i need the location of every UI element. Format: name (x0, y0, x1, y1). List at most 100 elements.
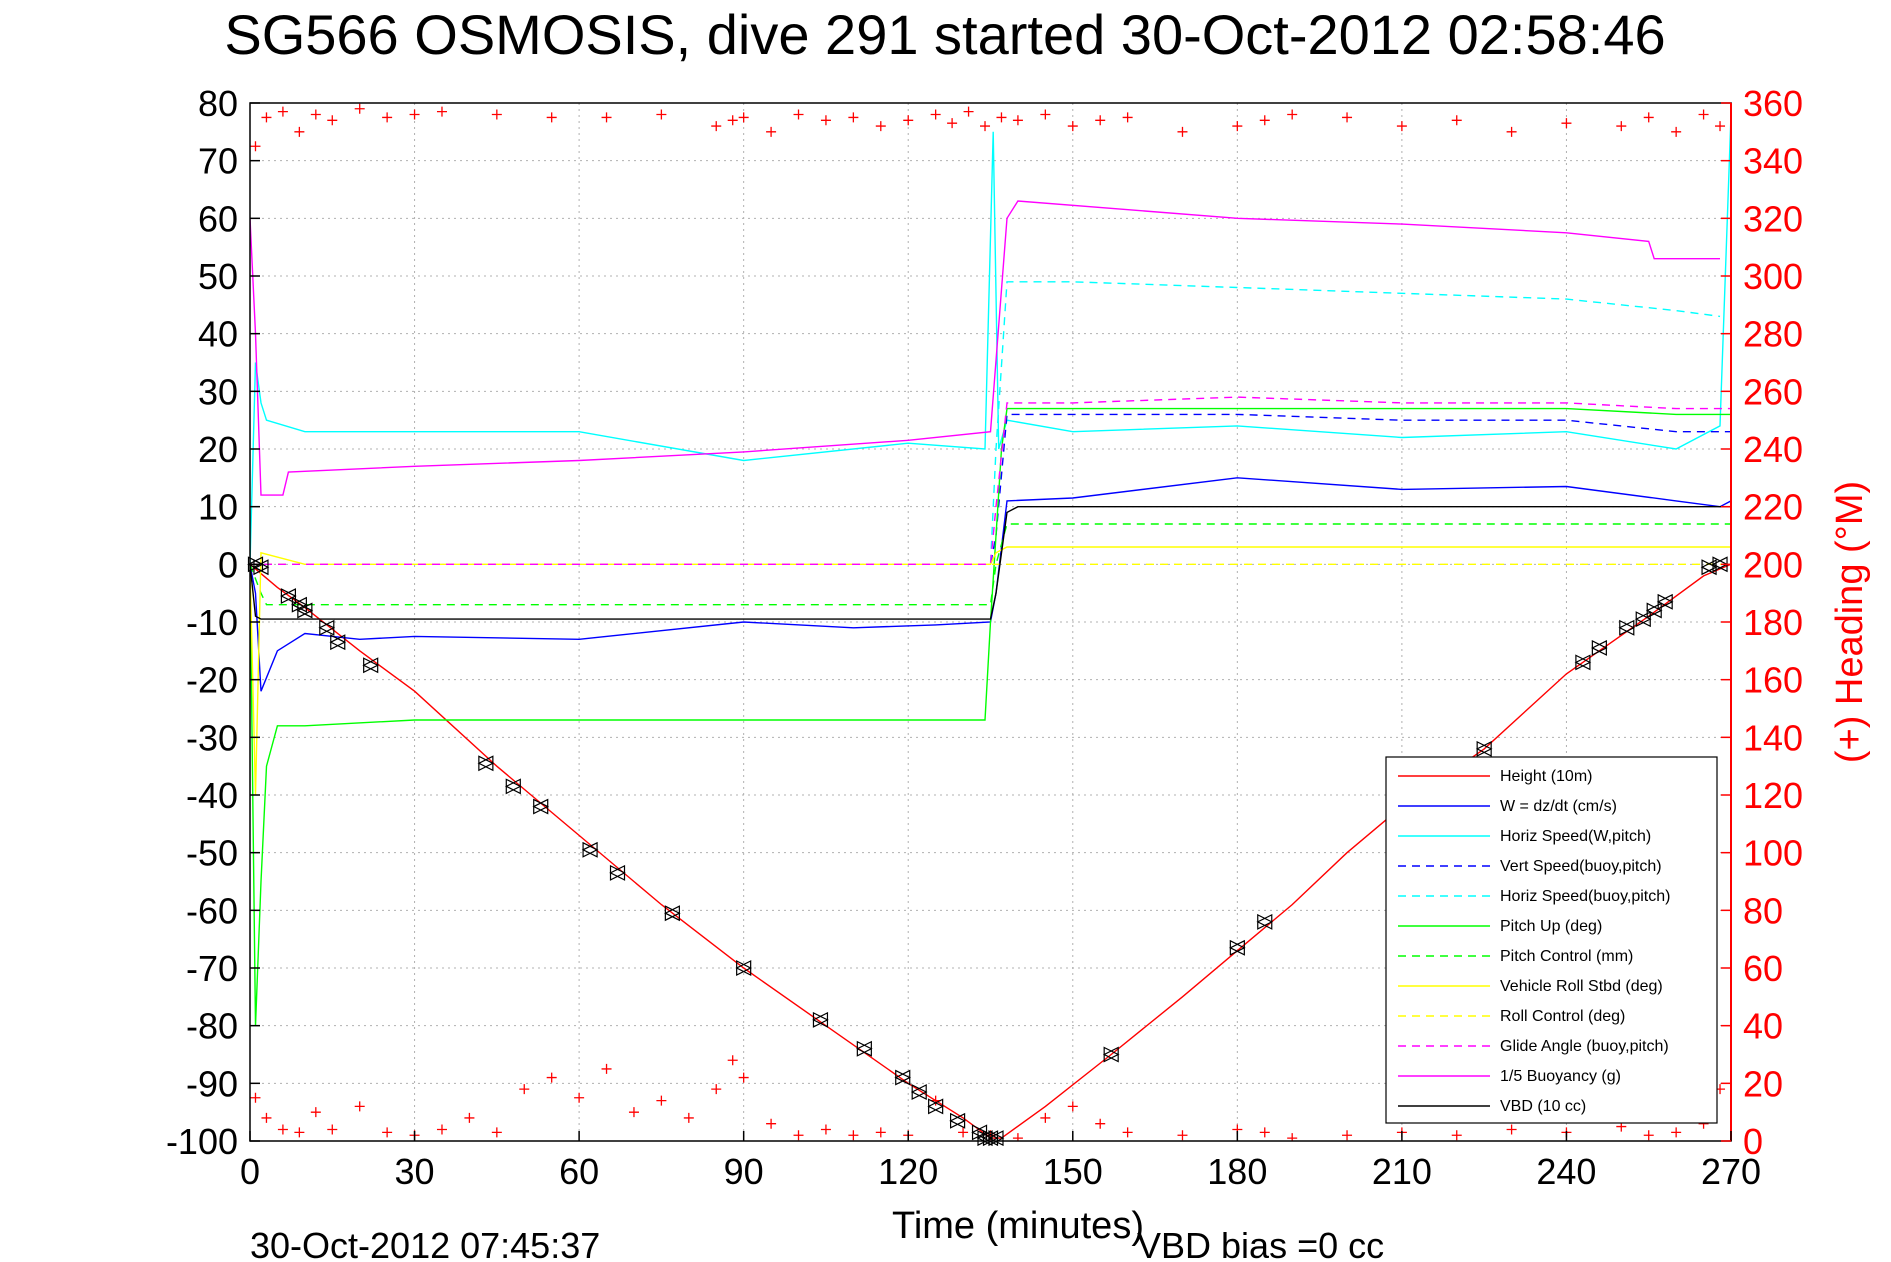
height-markers (247, 556, 1729, 1147)
height-marker (280, 588, 297, 605)
legend-label-4: Horiz Speed(buoy,pitch) (1500, 888, 1670, 905)
heading-point-high (711, 121, 722, 132)
y-right-tick-label: 180 (1743, 602, 1803, 643)
heading-point-high (820, 115, 831, 126)
height-marker (318, 619, 336, 636)
heading-point-high (875, 121, 886, 132)
y-tick-label: 10 (198, 487, 238, 528)
y-right-tick-label: 240 (1743, 429, 1803, 470)
height-marker (927, 1098, 944, 1115)
heading-point-low (1342, 1130, 1353, 1141)
heading-point-high (310, 109, 321, 120)
heading-point-low (1671, 1127, 1682, 1138)
y-tick-label: -60 (186, 890, 238, 931)
heading-point-high (1561, 118, 1572, 129)
heading-point-low (628, 1107, 639, 1118)
heading-point-low (382, 1127, 393, 1138)
height-marker (362, 657, 380, 674)
y-right-tick-label: 280 (1743, 314, 1803, 355)
x-tick-label: 180 (1207, 1151, 1267, 1192)
height-marker (1645, 602, 1663, 619)
height-marker (894, 1069, 912, 1086)
y-right-tick-label: 300 (1743, 256, 1803, 297)
height-marker (296, 602, 314, 619)
y-tick-label: -10 (186, 602, 238, 643)
height-marker (910, 1084, 928, 1100)
y-tick-label: -80 (186, 1006, 238, 1047)
heading-point-low (848, 1130, 859, 1141)
y-tick-label: 60 (198, 198, 238, 239)
heading-point-high (436, 106, 447, 117)
legend-label-8: Roll Control (deg) (1500, 1008, 1625, 1025)
height-marker (252, 559, 270, 576)
heading-point-low (491, 1127, 502, 1138)
x-tick-label: 0 (240, 1151, 260, 1192)
y-tick-label: -20 (186, 660, 238, 701)
heading-point-low (464, 1112, 475, 1123)
height-marker (812, 1011, 829, 1028)
heading-point-high (1259, 115, 1270, 126)
heading-point-high (277, 106, 288, 117)
heading-point-high (903, 115, 914, 126)
height-marker (1256, 913, 1274, 930)
heading-point-high (980, 121, 991, 132)
series-line-10 (250, 200, 1720, 496)
legend-label-5: Pitch Up (deg) (1500, 918, 1602, 935)
heading-point-low (1259, 1127, 1270, 1138)
heading-point-low (250, 1092, 261, 1103)
height-marker (855, 1040, 873, 1057)
x-axis-label: Time (minutes) (892, 1205, 1144, 1247)
heading-point-high (1715, 121, 1726, 132)
y-tick-label: 70 (198, 141, 238, 182)
heading-point-low (327, 1124, 338, 1135)
x-tick-label: 120 (878, 1151, 938, 1192)
y-right-axis-label: (+) Heading (°M) (1829, 481, 1871, 763)
height-marker (1634, 611, 1652, 628)
y-tick-label: 40 (198, 314, 238, 355)
heading-point-low (310, 1107, 321, 1118)
heading-point-high (1616, 121, 1627, 132)
y-right-tick-label: 160 (1743, 660, 1803, 701)
y-right-tick-label: 80 (1743, 890, 1783, 931)
height-marker (329, 634, 347, 651)
heading-point-low (1643, 1130, 1654, 1141)
heading-point-low (738, 1072, 749, 1083)
heading-point-low (277, 1124, 288, 1135)
heading-point-low (546, 1072, 557, 1083)
series-line-11 (250, 506, 1731, 620)
x-tick-label: 150 (1043, 1151, 1103, 1192)
heading-point-high (546, 112, 557, 123)
y-tick-label: -50 (186, 833, 238, 874)
height-marker (1102, 1046, 1120, 1063)
heading-point-low (354, 1101, 365, 1112)
legend-label-6: Pitch Control (mm) (1500, 948, 1633, 965)
y-tick-label: 0 (218, 544, 238, 585)
height-marker (1656, 593, 1674, 610)
heading-point-low (261, 1112, 272, 1123)
y-right-tick-label: 60 (1743, 948, 1783, 989)
heading-point-high (793, 109, 804, 120)
y-tick-label: 50 (198, 256, 238, 297)
y-right-tick-label: 340 (1743, 141, 1803, 182)
heading-point-high (1122, 112, 1133, 123)
axis-ticks: 0 30 60 90 120 150 180 210 240 270 80 70 60 50 40 30 20 1… (166, 83, 1803, 1192)
y-tick-label: 30 (198, 371, 238, 412)
heading-point-high (1012, 115, 1023, 126)
y-right-tick-label: 260 (1743, 371, 1803, 412)
height-marker (581, 841, 599, 858)
heading-point-low (436, 1124, 447, 1135)
heading-point-high (1177, 126, 1188, 137)
vbd-bias-footer: VBD bias =0 cc (1137, 1225, 1384, 1262)
x-tick-label: 270 (1701, 1151, 1761, 1192)
heading-point-low (1067, 1101, 1078, 1112)
height-marker (532, 798, 550, 815)
heading-point-low (574, 1092, 585, 1103)
y-right-tick-label: 320 (1743, 198, 1803, 239)
height-marker (1228, 939, 1246, 956)
heading-point-high (1287, 109, 1298, 120)
series-line-9 (250, 396, 1731, 565)
height-marker (1591, 639, 1608, 656)
x-tick-label: 240 (1536, 1151, 1596, 1192)
heading-point-high (848, 112, 859, 123)
x-tick-label: 30 (395, 1151, 435, 1192)
